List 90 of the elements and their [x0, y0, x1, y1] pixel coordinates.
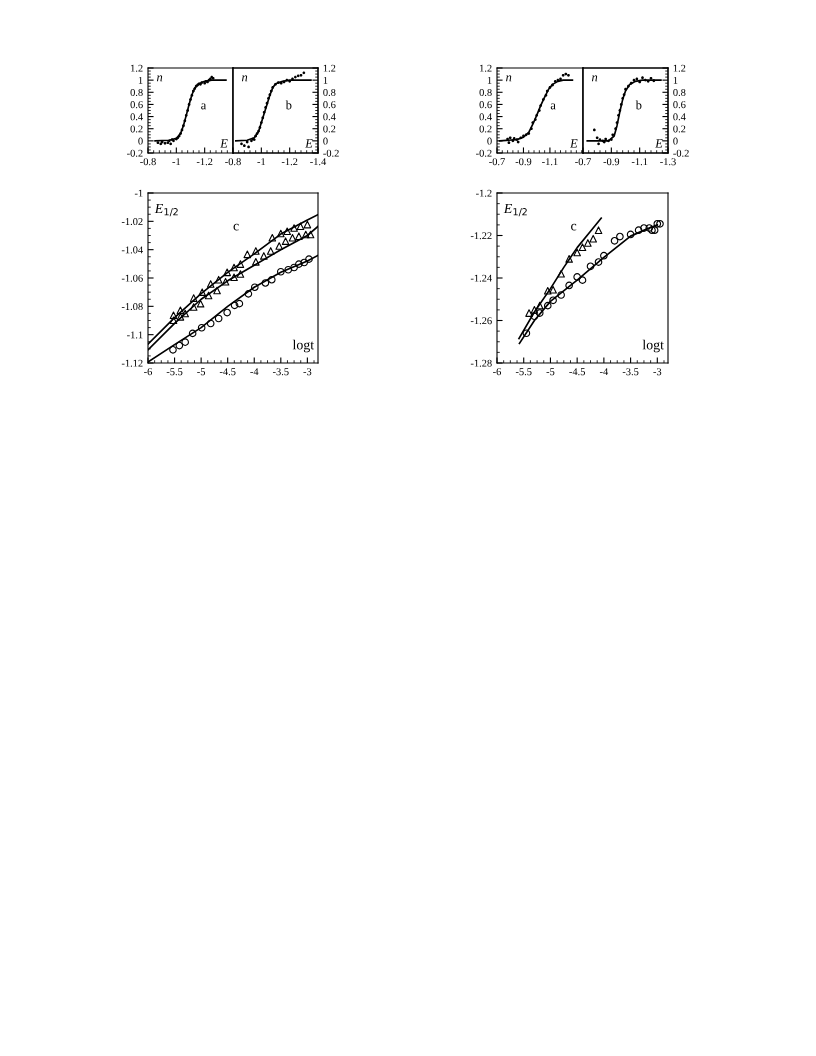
y-tick-label: 0	[138, 137, 143, 145]
y2-tick-label: 0.2	[673, 125, 686, 133]
y-tick-label: -0.2	[127, 149, 143, 157]
annotation: logt	[292, 339, 315, 353]
y-tick-label: 1	[138, 76, 143, 84]
y-tick-label: 0.8	[479, 88, 492, 97]
x-tick-label: -0.7	[489, 158, 505, 166]
x-tick-label: -0.9	[603, 158, 620, 166]
y-tick-label: -1.08	[121, 303, 143, 311]
x-tick-label: -1	[172, 158, 181, 166]
x-tick-label: -4	[599, 368, 609, 376]
y-tick-label: 0.4	[479, 113, 492, 121]
y-tick-label: -1.04	[121, 246, 143, 254]
x-tick-label: -4.5	[569, 368, 585, 376]
y2-tick-label: 0.8	[323, 88, 336, 97]
x-tick-label: -1.3	[660, 158, 676, 166]
annotation: c	[233, 223, 239, 231]
y-tick-label: -1.2	[476, 189, 492, 197]
y-tick-label: 0.2	[130, 125, 143, 133]
annotation: b	[635, 100, 642, 110]
y-tick-label: 0	[487, 137, 492, 145]
y-tick-label: -1.1	[127, 331, 143, 339]
annotation: E	[220, 139, 228, 148]
x-tick-label: -6	[493, 368, 502, 376]
y2-tick-label: 0.4	[673, 113, 686, 121]
y-tick-label: 0.6	[130, 101, 143, 109]
annotation: E	[305, 139, 313, 148]
y-tick-label: -1.28	[470, 359, 492, 367]
y-tick-label: -1.26	[470, 317, 492, 325]
x-tick-label: -1.2	[196, 158, 213, 166]
annotation: n	[591, 75, 598, 82]
annotation: E$_{1/2}$	[503, 203, 527, 217]
annotation: n	[156, 75, 163, 82]
y-tick-label: -1.22	[470, 232, 492, 240]
annotation: E$_{1/2}$	[154, 203, 178, 217]
y-tick-label: -1	[134, 189, 143, 197]
y-tick-label: -1.24	[470, 274, 492, 282]
y2-tick-label: 0.4	[323, 113, 336, 121]
y-tick-label: -0.2	[476, 149, 492, 157]
y2-tick-label: 1.2	[323, 64, 336, 72]
x-tick-label: -5	[197, 368, 206, 376]
x-tick-label: -0.8	[225, 158, 241, 166]
x-tick-label: -1.1	[542, 158, 558, 166]
y-tick-label: -1.06	[121, 274, 143, 282]
y-tick-label: 1.2	[131, 64, 143, 72]
y2-tick-label: 1.2	[673, 64, 686, 72]
y-tick-label: 0.4	[130, 113, 143, 121]
x-tick-label: -3.5	[272, 368, 289, 376]
annotation: logt	[642, 339, 664, 353]
y-tick-label: 0.8	[130, 88, 143, 97]
x-tick-label: -1	[257, 158, 266, 166]
y2-tick-label: 0.2	[323, 125, 336, 133]
x-tick-label: -1.4	[310, 158, 327, 166]
x-tick-label: -5.5	[166, 368, 183, 376]
annotation: a	[201, 103, 207, 110]
y-tick-label: -1.02	[121, 218, 143, 226]
annotation: E	[569, 139, 578, 148]
y2-tick-label: 0	[673, 137, 678, 145]
y2-tick-label: -0.2	[323, 149, 339, 157]
x-tick-label: -0.8	[140, 158, 156, 166]
y2-tick-label: 0	[323, 137, 328, 145]
y2-tick-label: 1	[323, 76, 328, 84]
annotation: E	[655, 139, 663, 148]
y-tick-label: 1	[487, 76, 492, 84]
x-tick-label: -3	[653, 368, 662, 376]
x-tick-label: -3.5	[622, 368, 639, 376]
y2-tick-label: -0.2	[673, 149, 689, 157]
x-tick-label: -0.7	[575, 158, 591, 166]
y2-tick-label: 1	[673, 76, 678, 84]
annotation: a	[550, 103, 556, 110]
y-tick-label: 0.6	[479, 101, 492, 109]
y2-tick-label: 0.6	[673, 101, 686, 109]
x-tick-label: -4.5	[219, 368, 236, 376]
y2-tick-label: 0.6	[323, 101, 336, 109]
x-tick-label: -5.5	[515, 368, 532, 376]
x-tick-label: -4	[250, 368, 259, 376]
x-tick-label: -1.2	[281, 158, 298, 166]
annotation: n	[241, 75, 248, 82]
y-tick-label: -1.12	[121, 359, 143, 367]
y2-tick-label: 0.8	[673, 88, 686, 97]
x-tick-label: -0.9	[515, 158, 532, 166]
y-tick-label: 0.2	[479, 125, 492, 133]
y-tick-label: 1.2	[480, 64, 492, 72]
x-tick-label: -5	[546, 368, 555, 376]
x-tick-label: -1.1	[631, 158, 648, 166]
annotation: b	[285, 100, 292, 110]
annotation: n	[506, 75, 512, 82]
x-tick-label: -3	[303, 368, 312, 376]
x-tick-label: -6	[144, 368, 153, 376]
annotation: c	[571, 223, 577, 231]
